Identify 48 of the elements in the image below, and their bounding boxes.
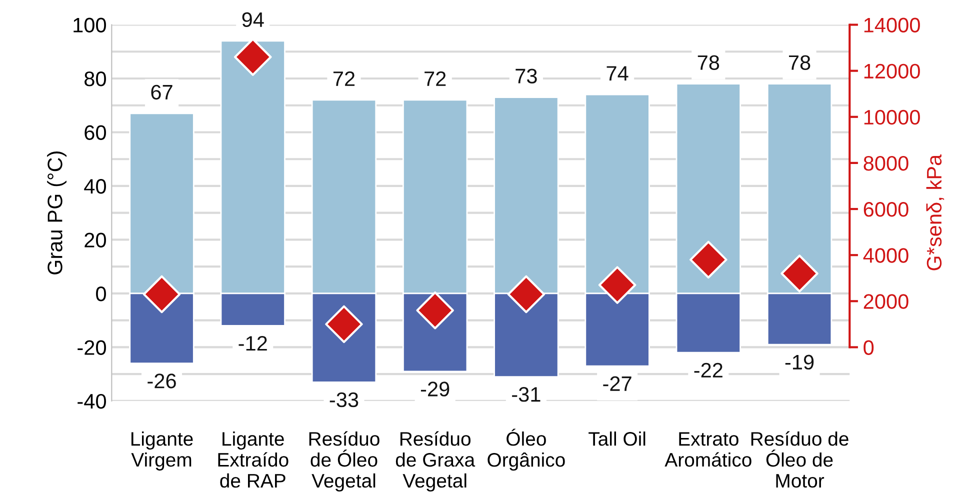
- data-label: -12: [238, 336, 267, 351]
- x-tick-label: Ligante Extraído de RAP: [218, 432, 288, 488]
- y-tick-label: 60: [84, 125, 106, 140]
- data-label: 94: [242, 12, 264, 28]
- data-label: 78: [789, 55, 810, 70]
- y-tick-label: 0: [96, 286, 106, 302]
- y-tick-label: -40: [78, 394, 106, 409]
- x-tick-label: Ligante Virgem: [131, 432, 193, 471]
- data-label: -19: [785, 354, 814, 370]
- y2-tick-label: 8000: [864, 156, 908, 171]
- point: [507, 275, 546, 314]
- data-label: -27: [603, 376, 632, 391]
- x-tick-label: Resíduo de Óleo de Motor: [751, 431, 848, 488]
- y2-tick-label: 4000: [863, 248, 908, 263]
- y-tick-label: 40: [84, 178, 106, 194]
- x-tick-label: Óleo Orgânico: [488, 428, 565, 471]
- point: [598, 266, 636, 304]
- data-label: -31: [512, 387, 540, 402]
- y-tick-label: 20: [84, 232, 106, 248]
- data-label: -26: [148, 374, 176, 388]
- x-tick-label: Resíduo de Óleo Vegetal: [309, 431, 380, 492]
- data-label: -22: [694, 362, 722, 378]
- data-label: 78: [698, 55, 720, 70]
- point: [416, 291, 454, 330]
- point: [690, 240, 728, 279]
- y2-tick-label: 12000: [864, 64, 920, 79]
- x-tick-label: Extrato Aromático: [664, 432, 752, 467]
- data-label: 67: [151, 84, 172, 100]
- y2-axis-title: G*senδ, kPa: [926, 154, 944, 270]
- y2-tick-label: 6000: [864, 202, 908, 217]
- y-tick-label: 100: [74, 18, 106, 33]
- point: [142, 275, 181, 314]
- y2-tick-label: 14000: [864, 18, 920, 33]
- data-label: -29: [420, 382, 450, 396]
- data-label: -33: [330, 392, 358, 408]
- y-tick-label: -20: [78, 340, 106, 355]
- data-label: 72: [424, 71, 446, 86]
- x-tick-label: Tall Oil: [588, 432, 646, 446]
- x-tick-label: Resíduo de Graxa Vegetal: [396, 431, 476, 492]
- y2-tick-label: 2000: [864, 294, 908, 309]
- y-axis-title: Grau PG (°C): [47, 152, 66, 274]
- data-label: 74: [606, 66, 628, 81]
- y2-tick-label: 0: [864, 340, 874, 355]
- point: [780, 254, 818, 292]
- y-tick-label: 80: [84, 71, 106, 86]
- data-label: 72: [333, 71, 355, 86]
- data-label: 73: [516, 68, 537, 84]
- y2-tick-label: 10000: [864, 110, 920, 125]
